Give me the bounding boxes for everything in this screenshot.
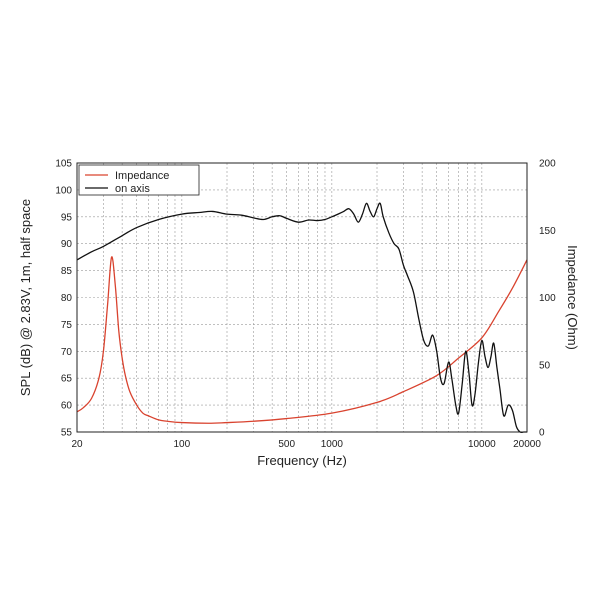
plot-frame [76,162,528,433]
y-tick-label: 65 [61,374,73,385]
y-tick-label: 60 [61,401,73,412]
series-line-impedance [76,256,528,424]
x-tick-label: 500 [278,439,295,450]
y-axis-title: SPL (dB) @ 2.83V, 1m, half space [18,199,33,396]
y-tick-label: 55 [61,428,73,439]
y-tick-label: 75 [61,320,73,331]
y2-tick-label: 200 [539,159,556,170]
legend: Impedance on axis [78,164,200,196]
y-tick-label: 85 [61,266,73,277]
series-layer [76,202,528,434]
x-axis-title: Frequency (Hz) [257,453,347,468]
y2-tick-label: 50 [539,360,551,371]
y-tick-label: 90 [61,239,73,250]
x-tick-label: 20000 [513,439,541,450]
grid [77,163,527,432]
y-tick-label: 80 [61,293,73,304]
series-line-on-axis [76,202,527,434]
y-tick-label: 70 [61,347,73,358]
legend-label-impedance: Impedance [115,170,169,182]
y-tick-label: 100 [55,185,72,196]
y2-tick-label: 0 [539,428,545,439]
y2-tick-label: 100 [539,293,556,304]
y-tick-label: 105 [55,159,72,170]
x-tick-label: 1000 [321,439,344,450]
y-tick-label: 95 [61,212,73,223]
tick-labels: 20 100 500 1000 10000 20000556065707580859095… [55,159,556,451]
legend-label-on-axis: on axis [115,183,150,195]
y2-tick-label: 150 [539,226,556,237]
legend-box [78,164,200,196]
y2-axis-title: Impedance (Ohm) [565,245,580,350]
x-tick-label: 10000 [468,439,496,450]
x-tick-label: 100 [174,439,191,450]
x-tick-label: 20 [71,439,83,450]
